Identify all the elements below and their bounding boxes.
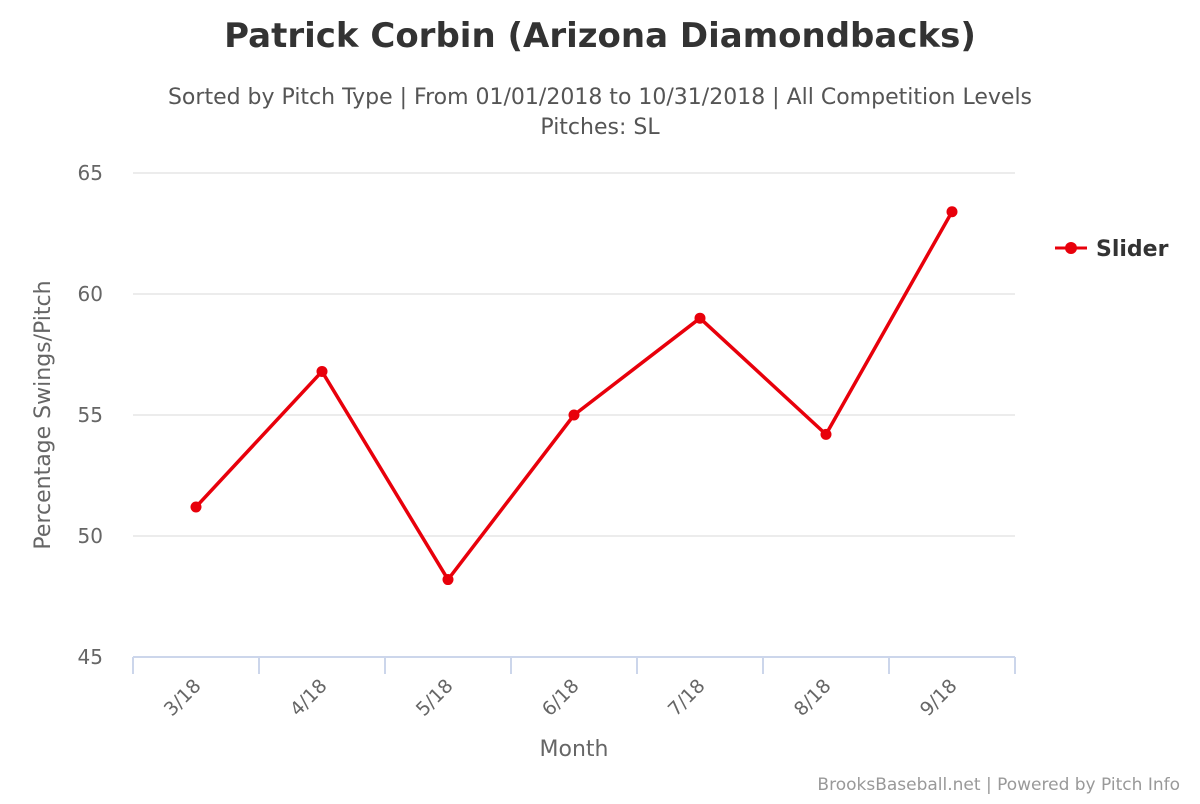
series-line-slider xyxy=(194,209,954,582)
y-tick-label: 45 xyxy=(78,645,103,669)
data-point[interactable] xyxy=(820,428,832,440)
legend[interactable]: Slider xyxy=(1055,237,1169,262)
chart-subtitle-line1: Sorted by Pitch Type | From 01/01/2018 t… xyxy=(168,85,1032,110)
data-point[interactable] xyxy=(190,501,202,513)
legend-item-slider[interactable]: Slider xyxy=(1096,237,1169,262)
y-tick-label: 50 xyxy=(78,524,103,548)
x-tick-label: 4/18 xyxy=(286,675,332,721)
grid-lines xyxy=(133,172,1015,537)
x-tick-label: 8/18 xyxy=(790,675,836,721)
x-tick-label: 7/18 xyxy=(664,675,710,721)
data-point[interactable] xyxy=(316,365,328,377)
x-tick-label: 9/18 xyxy=(916,675,962,721)
x-tick-label: 5/18 xyxy=(412,675,458,721)
y-tick-label: 55 xyxy=(78,403,103,427)
x-axis-label: Month xyxy=(540,737,609,762)
y-axis-label: Percentage Swings/Pitch xyxy=(31,280,56,549)
x-tick-label: 3/18 xyxy=(160,675,206,721)
chart-subtitle-line2: Pitches: SL xyxy=(540,115,660,140)
data-point[interactable] xyxy=(442,574,454,586)
y-tick-label: 65 xyxy=(78,161,103,185)
chart-title: Patrick Corbin (Arizona Diamondbacks) xyxy=(224,16,976,56)
legend-point-marker xyxy=(1065,242,1077,254)
credits-text[interactable]: BrooksBaseball.net | Powered by Pitch In… xyxy=(817,775,1180,795)
y-tick-label: 60 xyxy=(78,282,103,306)
x-tick-label: 6/18 xyxy=(538,675,584,721)
data-point[interactable] xyxy=(946,206,958,218)
y-axis-ticks: 45 50 55 60 65 xyxy=(78,161,103,669)
series-layer xyxy=(190,206,958,586)
data-point[interactable] xyxy=(694,312,706,324)
data-point[interactable] xyxy=(568,409,580,421)
x-axis: 3/18 4/18 5/18 6/18 7/18 8/18 9/18 xyxy=(132,656,1016,721)
